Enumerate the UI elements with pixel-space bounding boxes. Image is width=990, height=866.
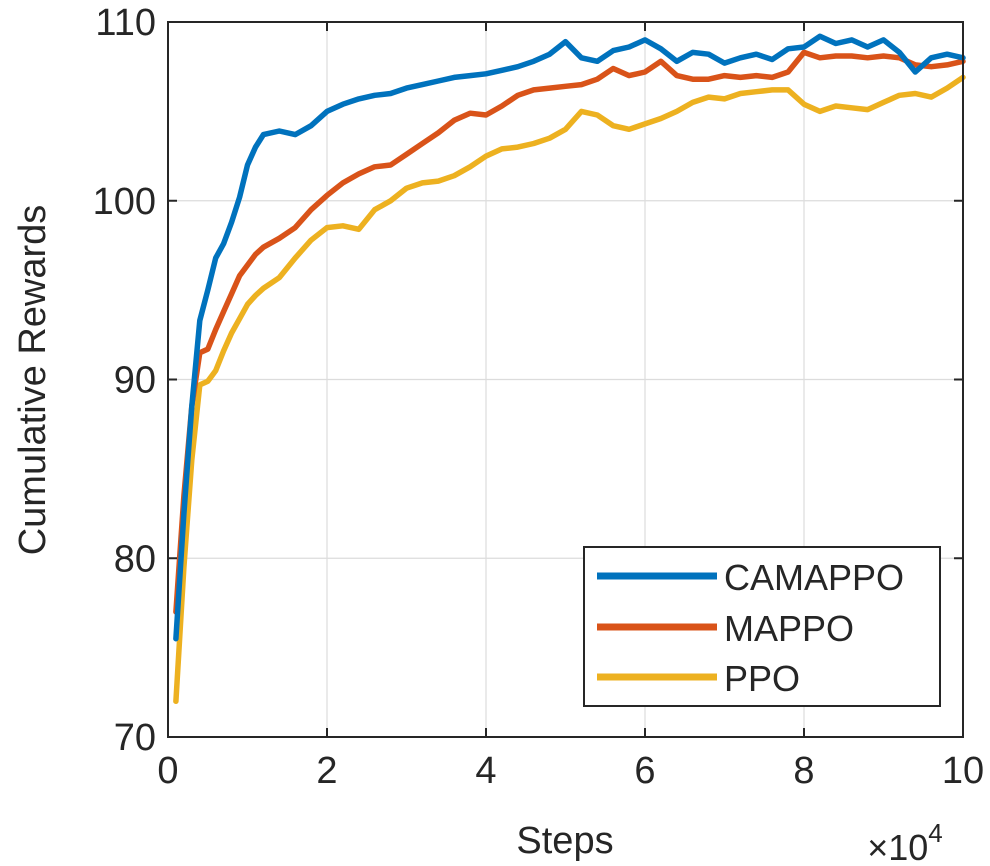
series-line-camappo xyxy=(173,33,966,642)
legend-label-ppo: PPO xyxy=(724,658,800,699)
series-line-mappo xyxy=(173,49,966,615)
x-tick-label: 0 xyxy=(157,750,178,792)
series-lines xyxy=(173,33,966,705)
x-multiplier-base: ×10 xyxy=(867,827,928,866)
x-tick-label: 6 xyxy=(634,750,655,792)
series-line-ppo xyxy=(173,74,966,705)
x-tick-label: 10 xyxy=(942,750,984,792)
x-axis-label: Steps xyxy=(516,820,613,862)
y-tick-label: 80 xyxy=(114,538,156,580)
axis-ticks: 0 2 4 6 8 10 70 80 90 100 110 xyxy=(93,2,985,792)
x-tick-label: 4 xyxy=(475,750,496,792)
y-tick-label: 70 xyxy=(114,717,156,759)
y-tick-label: 90 xyxy=(114,360,156,402)
x-tick-label: 8 xyxy=(793,750,814,792)
x-multiplier-exponent: 4 xyxy=(928,818,942,848)
y-tick-label: 100 xyxy=(93,181,156,223)
legend-label-mappo: MAPPO xyxy=(724,608,854,649)
y-tick-label: 110 xyxy=(95,2,156,44)
x-axis-multiplier: ×104 xyxy=(867,818,943,866)
legend: CAMAPPO MAPPO PPO xyxy=(583,546,941,707)
legend-label-camappo: CAMAPPO xyxy=(724,557,904,598)
x-tick-label: 2 xyxy=(316,750,337,792)
y-axis-label: Cumulative Rewards xyxy=(12,205,54,556)
